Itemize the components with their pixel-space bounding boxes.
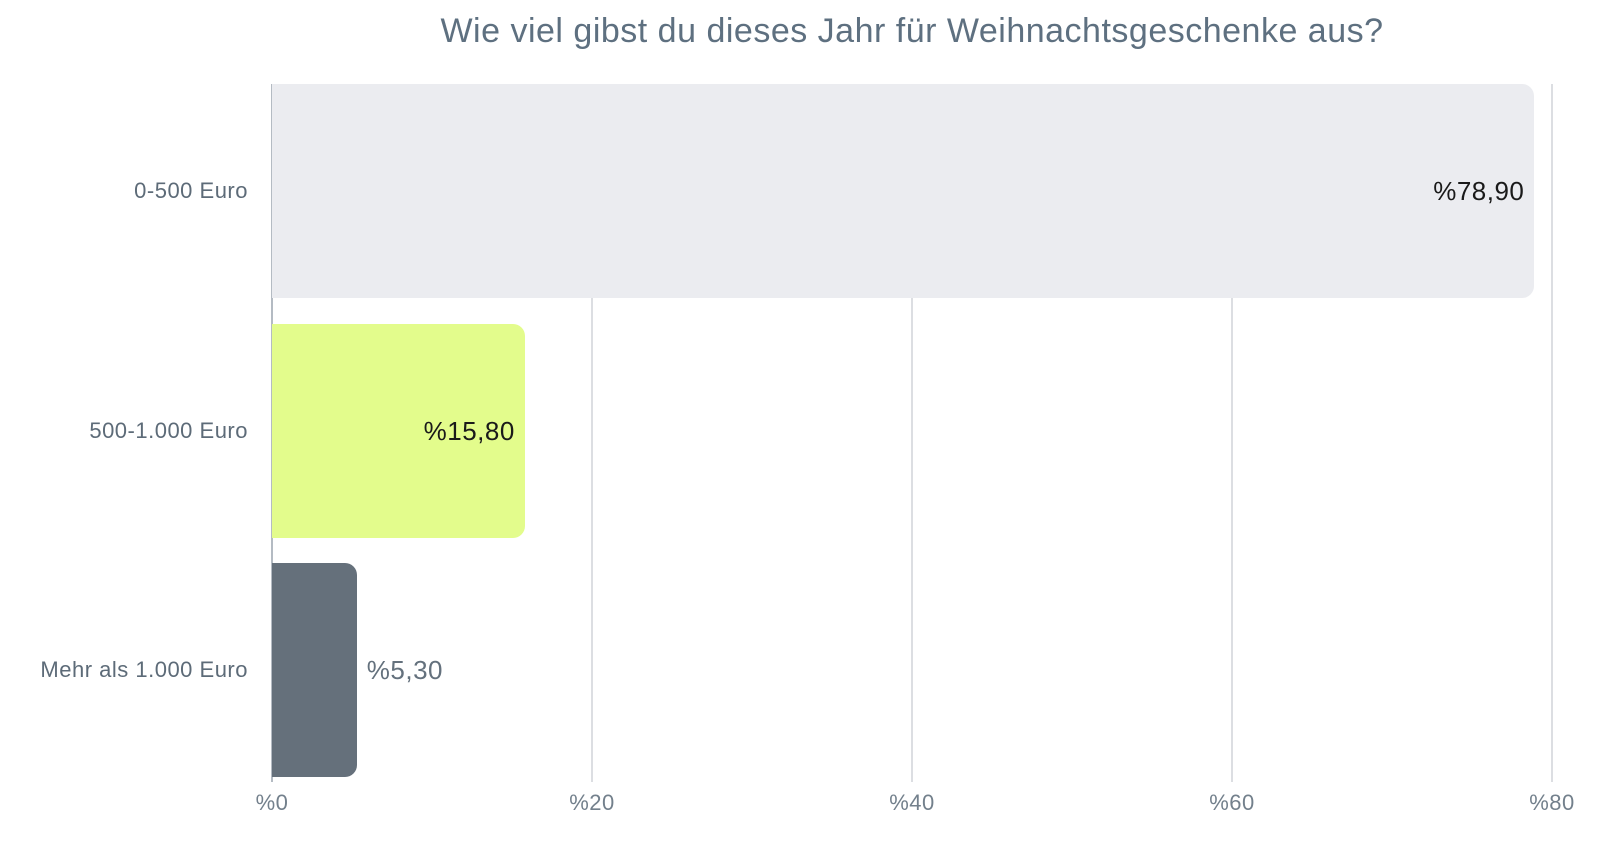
x-tick-label: %80 <box>1529 790 1575 815</box>
bar-row: %15,80 <box>272 324 1552 538</box>
value-label: %78,90 <box>1433 175 1525 206</box>
category-label-mehr-als-1000-euro: Mehr als 1.000 Euro <box>40 657 248 682</box>
chart-title: Wie viel gibst du dieses Jahr für Weihna… <box>440 12 1384 50</box>
gridline-40pct <box>911 84 913 782</box>
gridline-80pct <box>1551 84 1553 782</box>
bar-row: %78,90 <box>272 84 1552 298</box>
x-tick-label: %60 <box>1209 790 1255 815</box>
x-axis: %0 %20 %40 %60 %80 <box>0 790 1618 820</box>
category-label-500-1000-euro: 500-1.000 Euro <box>89 418 248 443</box>
value-label: %5,30 <box>366 654 444 685</box>
x-tick-label: %40 <box>889 790 935 815</box>
gridline-60pct <box>1231 84 1233 782</box>
value-label: %15,80 <box>423 415 515 446</box>
x-tick-label: %20 <box>569 790 615 815</box>
bar-mehr-als-1000-euro <box>272 563 357 777</box>
x-tick-label: %0 <box>255 790 289 815</box>
plot-area: %78,90 %15,80 %5,30 <box>271 84 1553 782</box>
bar-500-1000-euro: %15,80 <box>272 324 525 538</box>
gridline-20pct <box>591 84 593 782</box>
category-label-0-500-euro: 0-500 Euro <box>134 178 248 203</box>
bar-row: %5,30 <box>272 563 1552 777</box>
bar-0-500-euro: %78,90 <box>272 84 1535 298</box>
